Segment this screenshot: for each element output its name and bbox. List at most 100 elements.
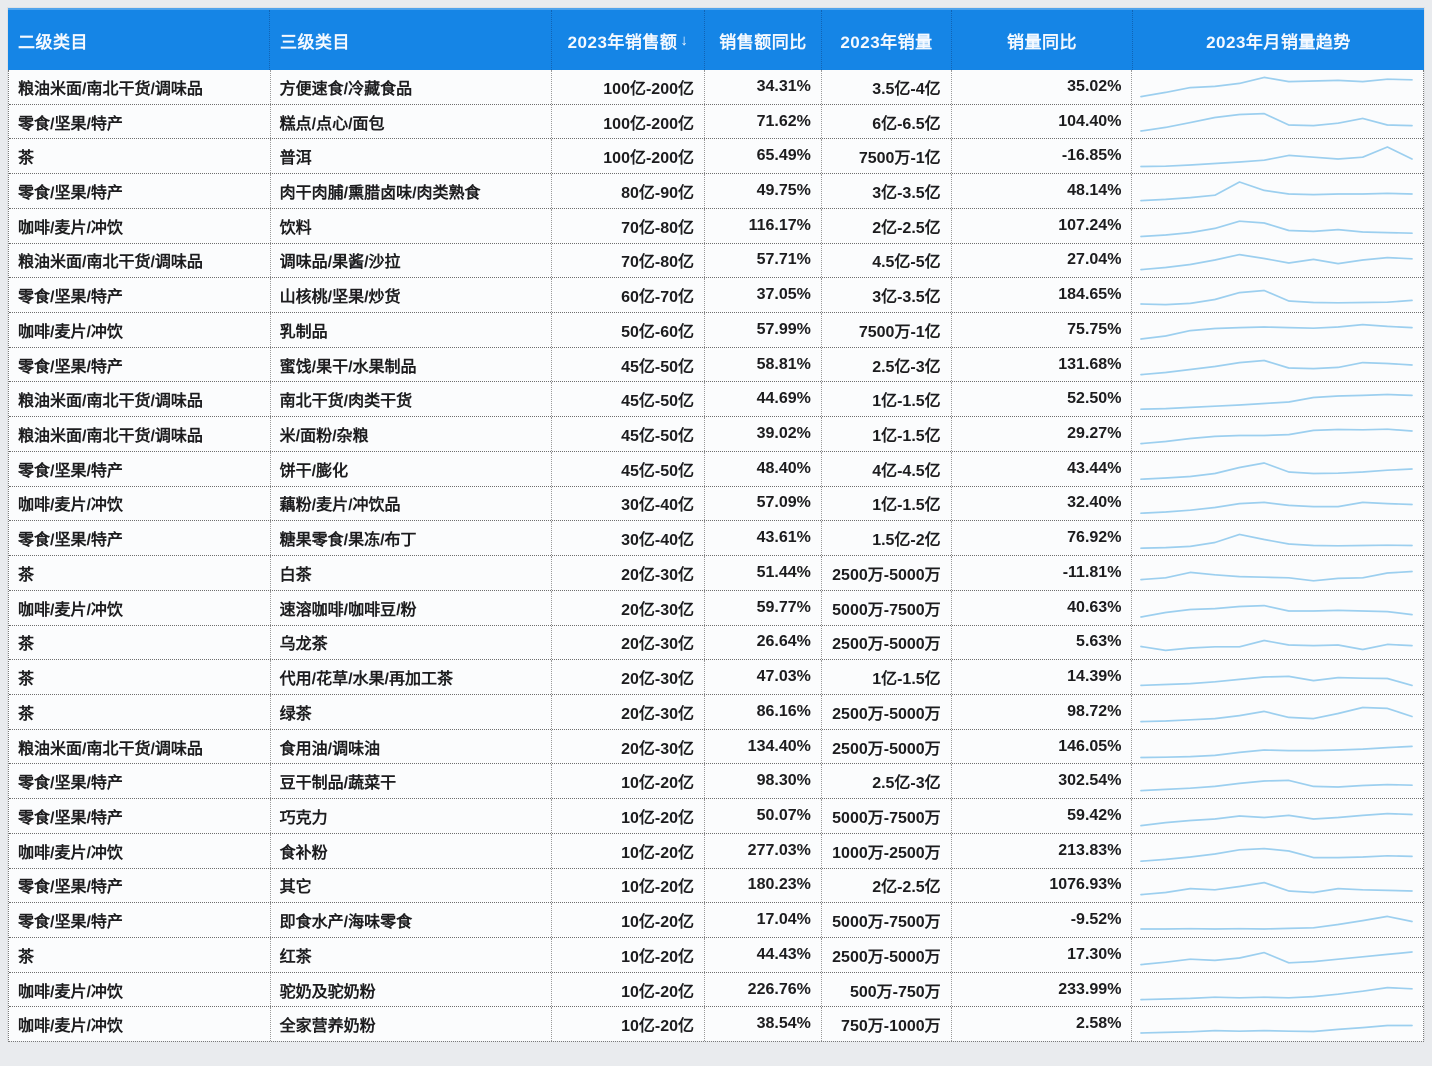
cell-volume: 4.5亿-5亿 — [822, 243, 952, 278]
cell-volume_yoy: 184.65% — [952, 278, 1133, 313]
sparkline-chart — [1140, 640, 1414, 652]
cell-cat2: 零食/坚果/特产 — [9, 174, 271, 208]
cell-volume: 1亿-1.5亿 — [822, 417, 952, 451]
sparkline-chart — [1140, 393, 1414, 411]
cell-volume: 5000万-7500万 — [822, 799, 952, 833]
sparkline-line — [1140, 640, 1414, 652]
sparkline-chart — [1140, 146, 1414, 168]
cell-volume_yoy: 107.24% — [952, 208, 1133, 243]
cell-sales: 45亿-50亿 — [552, 417, 705, 451]
sparkline-line — [1140, 986, 1414, 1000]
column-header-sales[interactable]: 2023年销售额 ↓ — [552, 10, 705, 70]
cell-monthly-trend — [1132, 660, 1423, 694]
cell-volume: 2500万-5000万 — [822, 625, 952, 660]
cell-monthly-trend — [1132, 452, 1423, 486]
sparkline-chart — [1140, 604, 1414, 618]
cell-sales_yoy: 57.71% — [705, 243, 822, 278]
cell-volume: 4亿-4.5亿 — [822, 451, 952, 486]
sparkline-line — [1140, 220, 1414, 238]
cell-cat3: 肉干肉脯/熏腊卤味/肉类熟食 — [271, 174, 553, 208]
table-row: 茶白茶 20亿-30亿 51.44% 2500万-5000万 -11.81% — [9, 556, 1423, 591]
cell-sales: 20亿-30亿 — [552, 556, 705, 590]
cell-cat3: 全家营养奶粉 — [271, 1007, 553, 1042]
column-header-label: 二级类目 — [18, 32, 88, 52]
cell-sales: 60亿-70亿 — [552, 278, 705, 313]
cell-sales_yoy: 47.03% — [705, 660, 822, 694]
sparkline-line — [1140, 882, 1414, 896]
sparkline-line — [1140, 461, 1414, 480]
cell-sales: 80亿-90亿 — [552, 174, 705, 208]
cell-sales_yoy: 57.09% — [705, 486, 822, 521]
cell-cat2: 茶 — [9, 556, 271, 590]
cell-sales: 30亿-40亿 — [552, 486, 705, 521]
column-header-cat3[interactable]: 三级类目 — [270, 10, 552, 70]
cell-cat2: 零食/坚果/特产 — [9, 347, 271, 382]
table-row: 零食/坚果/特产 其它 10亿-20亿 180.23% 2亿-2.5亿 1076.93% — [9, 868, 1423, 904]
sparkline-line — [1140, 428, 1414, 445]
sparkline-line — [1140, 570, 1414, 582]
sparkline-chart — [1140, 812, 1414, 827]
cell-volume_yoy: 98.72% — [952, 694, 1133, 729]
cell-cat3: 南北干货/肉类干货 — [271, 382, 553, 417]
sparkline-line — [1140, 779, 1414, 792]
cell-sales_yoy: 17.04% — [705, 903, 822, 937]
sparkline-line — [1140, 502, 1414, 515]
column-header-label: 2023年月销量趋势 — [1206, 32, 1351, 52]
sparkline-line — [1140, 1024, 1414, 1035]
cell-cat3: 饮料 — [271, 208, 553, 243]
cell-sales_yoy: 34.31% — [705, 70, 822, 104]
cell-sales_yoy: 180.23% — [705, 868, 822, 903]
cell-sales: 20亿-30亿 — [552, 625, 705, 660]
table-row: 粮油米面/南北干货/调味品 米/面粉/杂粮 45亿-50亿 39.02% 1亿-1.5亿… — [9, 417, 1423, 452]
cell-cat3: 巧克力 — [271, 799, 553, 833]
table-body: 粮油米面/南北干货/调味品 方便速食/冷藏食品 100亿-200亿 34.31% 3.5… — [8, 70, 1424, 1042]
cell-cat3: 驼奶及驼奶粉 — [271, 972, 553, 1007]
cell-cat2: 零食/坚果/特产 — [9, 799, 271, 833]
cell-monthly-trend — [1132, 105, 1423, 139]
cell-cat3: 食用油/调味油 — [271, 729, 553, 764]
cell-sales_yoy: 51.44% — [705, 556, 822, 590]
table-row: 咖啡/麦片/冲饮 驼奶及驼奶粉 10亿-20亿 226.76% 500万-750万 233… — [9, 972, 1423, 1008]
cell-cat2: 粮油米面/南北干货/调味品 — [9, 243, 271, 278]
column-header-trend[interactable]: 2023年月销量趋势 — [1133, 10, 1424, 70]
cell-cat3: 乳制品 — [271, 313, 553, 347]
cell-cat3: 蜜饯/果干/水果制品 — [271, 347, 553, 382]
sparkline-line — [1140, 915, 1414, 930]
table-row: 茶代用/花草/水果/再加工茶 20亿-30亿 47.03% 1亿-1.5亿 14.39% — [9, 660, 1423, 695]
sparkline-chart — [1140, 745, 1414, 758]
cell-volume_yoy: 2.58% — [952, 1007, 1133, 1042]
cell-cat2: 粮油米面/南北干货/调味品 — [9, 729, 271, 764]
cell-sales_yoy: 43.61% — [705, 521, 822, 556]
cell-sales: 100亿-200亿 — [552, 139, 705, 174]
cell-cat3: 豆干制品/蔬菜干 — [271, 764, 553, 799]
cell-sales_yoy: 277.03% — [705, 833, 822, 868]
cell-sales_yoy: 26.64% — [705, 625, 822, 660]
cell-cat2: 咖啡/麦片/冲饮 — [9, 208, 271, 243]
cell-volume_yoy: 52.50% — [952, 382, 1133, 417]
cell-cat3: 速溶咖啡/咖啡豆/粉 — [271, 590, 553, 625]
cell-volume: 1.5亿-2亿 — [822, 521, 952, 556]
cell-sales_yoy: 44.69% — [705, 382, 822, 417]
sparkline-line — [1140, 675, 1414, 687]
sparkline-line — [1140, 146, 1414, 168]
cell-volume_yoy: -16.85% — [952, 139, 1133, 174]
cell-cat3: 乌龙茶 — [271, 625, 553, 660]
column-header-volume[interactable]: 2023年销量 — [822, 10, 952, 70]
sparkline-line — [1140, 359, 1414, 376]
cell-sales: 30亿-40亿 — [552, 521, 705, 556]
sparkline-chart — [1140, 675, 1414, 687]
sparkline-line — [1140, 181, 1414, 202]
column-header-volume_yoy[interactable]: 销量同比 — [952, 10, 1133, 70]
cell-cat2: 粮油米面/南北干货/调味品 — [9, 382, 271, 417]
cell-sales_yoy: 65.49% — [705, 139, 822, 174]
column-header-cat2[interactable]: 二级类目 — [8, 10, 270, 70]
cell-sales: 10亿-20亿 — [552, 1007, 705, 1042]
cell-sales: 45亿-50亿 — [552, 382, 705, 417]
cell-volume: 5000万-7500万 — [822, 590, 952, 625]
table-row: 咖啡/麦片/冲饮 速溶咖啡/咖啡豆/粉 20亿-30亿 59.77% 5000万-750… — [9, 590, 1423, 626]
sparkline-chart — [1140, 533, 1414, 550]
table-row: 粮油米面/南北干货/调味品 调味品/果酱/沙拉 70亿-80亿 57.71% 4.5亿-… — [9, 243, 1423, 279]
sort-descending-icon[interactable]: ↓ — [680, 31, 689, 49]
column-header-sales_yoy[interactable]: 销售额同比 — [705, 10, 822, 70]
cell-cat2: 零食/坚果/特产 — [9, 521, 271, 556]
